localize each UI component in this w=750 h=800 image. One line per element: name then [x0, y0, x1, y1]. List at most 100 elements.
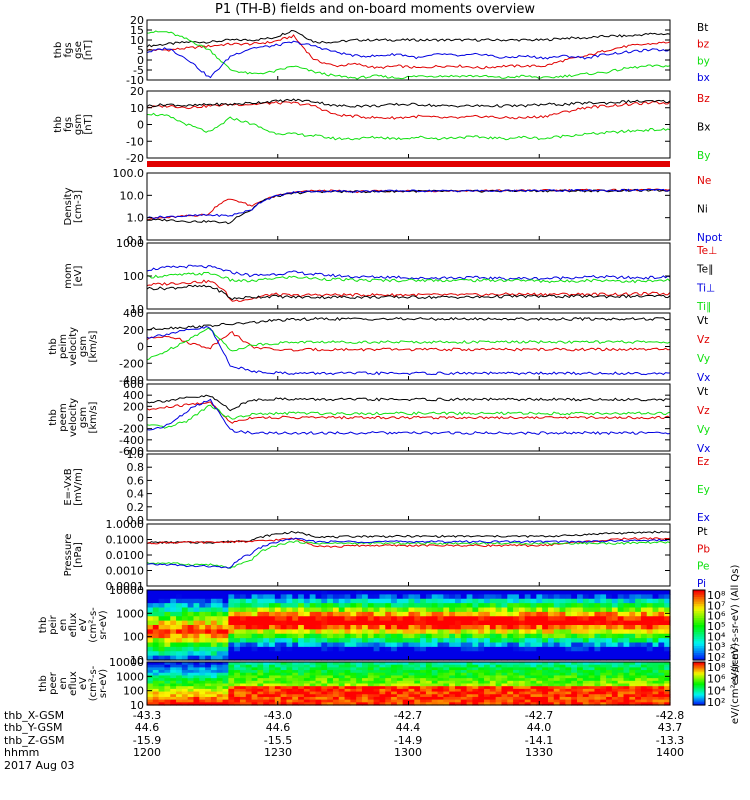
heatmap-cell [635, 603, 642, 609]
heatmap-cell [489, 702, 497, 706]
heatmap-cell [524, 702, 532, 706]
heatmap-cell [332, 633, 340, 639]
heatmap-cell [530, 678, 537, 682]
heatmap-cell [303, 655, 311, 661]
heatmap-cell [303, 683, 311, 687]
heatmap-cell [606, 625, 613, 630]
heatmap-cell [280, 694, 288, 698]
heatmap-cell [408, 683, 415, 687]
heatmap-cell [431, 672, 439, 677]
panel-3 [146, 172, 671, 241]
heatmap-cell [274, 590, 282, 595]
heatmap-cell [414, 625, 421, 630]
heatmap-cell [582, 688, 590, 693]
heatmap-cell [164, 638, 171, 644]
heatmap-cell [286, 688, 293, 693]
heatmap-cell [513, 607, 520, 613]
heatmap-cell [181, 694, 189, 698]
heatmap-cell [547, 686, 555, 690]
heatmap-cell [298, 603, 305, 609]
heatmap-cell [594, 590, 601, 595]
heatmap-cell [199, 694, 206, 698]
heatmap-cell [420, 651, 427, 657]
heatmap-cell [239, 667, 247, 671]
heatmap-cell [309, 655, 317, 661]
heatmap-cell [402, 702, 410, 706]
heatmap-cell [164, 670, 171, 674]
heatmap-cell [472, 633, 479, 639]
heatmap-cell [513, 638, 520, 644]
heatmap-cell [274, 694, 282, 698]
heatmap-cell [553, 688, 561, 693]
heatmap-cell [460, 683, 468, 687]
heatmap-cell [228, 678, 235, 682]
heatmap-cell [536, 598, 543, 604]
heatmap-cell [298, 699, 305, 703]
heatmap-cell [425, 655, 433, 661]
heatmap-cell [553, 638, 561, 644]
legend-Vy: Vy [697, 353, 710, 365]
heatmap-cell [199, 620, 206, 626]
heatmap-cell [280, 638, 288, 644]
heatmap-cell [228, 667, 235, 671]
heatmap-cell [513, 594, 520, 600]
heatmap-cell [222, 688, 229, 693]
heatmap-cell [396, 633, 404, 639]
heatmap-cell [222, 699, 229, 703]
heatmap-cell [367, 702, 375, 706]
panel-frame [146, 523, 671, 587]
heatmap-cell [658, 667, 665, 671]
heatmap-cell [600, 590, 607, 595]
heatmap-cell [443, 625, 450, 630]
y-axis-label: mom [63, 263, 74, 289]
heatmap-cell [309, 691, 317, 695]
heatmap-cell [530, 683, 537, 687]
heatmap-cell [292, 667, 299, 671]
series-Te⊥-line [146, 279, 671, 302]
heatmap-cell [187, 664, 195, 668]
heatmap-cell [245, 670, 253, 674]
heatmap-cell [292, 680, 299, 685]
heatmap-cell [606, 638, 613, 644]
heatmap-cell [234, 678, 241, 682]
heatmap-cell [466, 694, 474, 698]
heatmap-cell [263, 590, 270, 595]
heatmap-cell [315, 686, 322, 690]
heatmap-cell [147, 620, 154, 626]
heatmap-cell [239, 670, 247, 674]
y-tick-label: 100.0 [113, 167, 145, 180]
heatmap-cell [431, 702, 439, 706]
heatmap-cell [658, 696, 665, 701]
heatmap-cell [385, 667, 392, 671]
heatmap-cell [379, 670, 386, 674]
heatmap-cell [571, 625, 578, 630]
heatmap-cell [152, 683, 160, 687]
heatmap-cell [309, 616, 317, 622]
heatmap-cell [181, 675, 189, 679]
heatmap-cell [321, 642, 328, 648]
heatmap-cell [454, 651, 462, 657]
heatmap-cell [565, 691, 572, 695]
heatmap-cell [338, 688, 346, 693]
heatmap-cell [164, 607, 171, 613]
heatmap-cell [420, 702, 427, 706]
heatmap-cell [559, 664, 566, 668]
panel-6 [146, 383, 671, 452]
heatmap-cell [420, 611, 427, 617]
heatmap-cell [501, 620, 508, 626]
heatmap-cell [257, 683, 264, 687]
heatmap-cell [420, 686, 427, 690]
heatmap-cell [536, 662, 543, 666]
heatmap-cell [594, 683, 601, 687]
heatmap-cell [571, 655, 578, 661]
heatmap-cell [484, 670, 491, 674]
heatmap-cell [460, 688, 468, 693]
heatmap-cell [646, 611, 654, 617]
heatmap-cell [309, 696, 317, 701]
heatmap-cell [356, 702, 363, 706]
heatmap-cell [466, 598, 474, 604]
y-axis-label: thb [53, 42, 64, 59]
heatmap-cell [210, 590, 218, 595]
heatmap-cell [507, 683, 514, 687]
heatmap-cell [518, 611, 526, 617]
